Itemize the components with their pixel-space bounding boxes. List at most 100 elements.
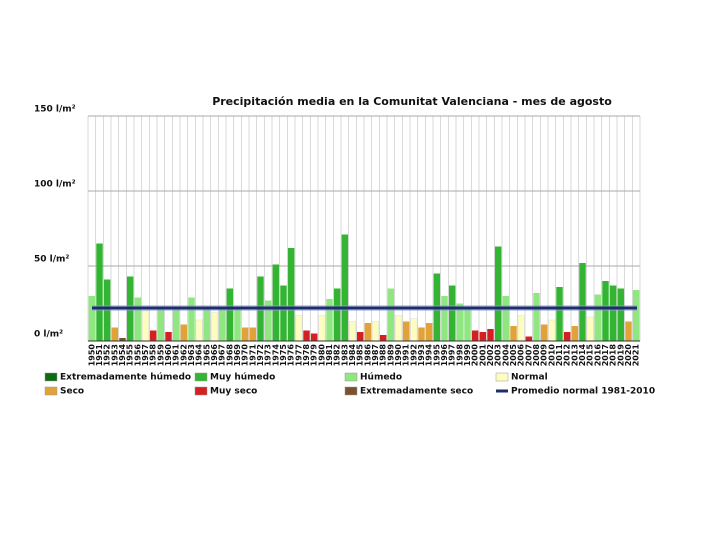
- bar: [425, 323, 433, 341]
- x-tick-label: 1975: [279, 344, 288, 367]
- bar: [540, 324, 548, 341]
- legend-swatch: [495, 372, 509, 382]
- x-tick-label: 1980: [317, 344, 326, 367]
- legend-label: Seco: [60, 387, 84, 397]
- bar: [356, 332, 364, 341]
- x-tick-label: 1964: [195, 344, 204, 367]
- x-tick-label: 1993: [417, 344, 426, 366]
- bar: [272, 264, 280, 341]
- bar: [157, 308, 165, 341]
- bar: [241, 327, 249, 341]
- legend-label: Promedio normal 1981-2010: [511, 387, 655, 397]
- x-tick-label: 1999: [463, 344, 472, 367]
- x-tick-label: 1953: [110, 344, 119, 366]
- bar: [341, 234, 349, 341]
- x-tick-label: 2014: [578, 344, 587, 367]
- bar: [310, 333, 318, 341]
- bar: [418, 327, 425, 341]
- legend-swatch: [194, 386, 208, 396]
- legend-label: Normal: [511, 373, 548, 383]
- bar: [632, 290, 640, 341]
- x-tick-label: 1992: [409, 344, 418, 366]
- x-tick-label: 1957: [141, 344, 150, 366]
- y-tick-label: 100 l/m²: [34, 180, 76, 190]
- bar: [379, 335, 387, 341]
- x-tick-label: 2013: [570, 344, 579, 366]
- bar: [556, 287, 563, 341]
- x-tick-label: 2000: [471, 344, 480, 367]
- x-tick-label: 1974: [271, 344, 280, 367]
- bar: [364, 323, 372, 341]
- x-tick-label: 1985: [356, 344, 365, 367]
- bar: [96, 243, 103, 341]
- bar: [287, 248, 295, 341]
- legend-swatch: [44, 386, 58, 396]
- x-tick-label: 1994: [425, 344, 434, 367]
- y-tick-label: 50 l/m²: [34, 255, 69, 265]
- x-tick-label: 2004: [501, 344, 510, 367]
- bar: [609, 285, 617, 341]
- bar: [134, 297, 142, 341]
- legend-swatch: [44, 372, 58, 382]
- x-tick-label: 1979: [310, 344, 319, 367]
- bar: [195, 319, 203, 342]
- bar: [249, 327, 257, 341]
- bar: [510, 326, 517, 341]
- x-tick-label: 2007: [524, 344, 533, 366]
- x-tick-label: 1984: [348, 344, 357, 367]
- bar: [333, 288, 341, 341]
- bar: [218, 308, 226, 341]
- bar: [479, 332, 487, 341]
- legend-label: Extremadamente seco: [360, 387, 473, 397]
- x-tick-label: 2020: [624, 344, 633, 367]
- legend-swatch: [194, 372, 208, 382]
- x-tick-label: 1965: [202, 344, 211, 367]
- bar: [533, 293, 540, 341]
- x-tick-label: 1959: [156, 344, 165, 367]
- x-tick-label: 1960: [164, 344, 173, 367]
- bar: [471, 330, 479, 341]
- x-tick-label: 2005: [509, 344, 518, 367]
- bar: [234, 308, 241, 341]
- x-tick-label: 1958: [149, 344, 158, 367]
- legend-label: Húmedo: [360, 373, 402, 383]
- bar: [502, 296, 510, 341]
- x-tick-label: 1987: [371, 344, 380, 366]
- bar: [318, 315, 326, 342]
- x-tick-label: 1997: [448, 344, 457, 366]
- bar: [172, 308, 180, 341]
- bar: [119, 338, 126, 341]
- bar: [226, 288, 234, 341]
- bar: [88, 296, 96, 341]
- bar: [165, 332, 172, 341]
- x-tick-label: 2016: [593, 344, 602, 367]
- bar: [464, 308, 471, 341]
- chart-frame: [30, 88, 645, 400]
- x-tick-label: 1991: [402, 344, 411, 367]
- x-tick-label: 2012: [563, 344, 572, 366]
- x-tick-label: 1996: [440, 344, 449, 367]
- bar: [441, 296, 448, 341]
- x-tick-label: 2018: [609, 344, 618, 367]
- bar: [494, 246, 502, 341]
- legend-label: Extremadamente húmedo: [60, 373, 191, 383]
- x-tick-label: 1961: [172, 344, 181, 367]
- legend-label: Muy húmedo: [210, 373, 275, 383]
- x-tick-label: 1963: [187, 344, 196, 366]
- bar: [326, 299, 333, 341]
- bar: [548, 319, 556, 342]
- bar: [448, 285, 456, 341]
- x-tick-label: 2019: [616, 344, 625, 367]
- x-tick-label: 1981: [325, 344, 334, 367]
- y-tick-label: 150 l/m²: [34, 105, 76, 115]
- bar: [525, 336, 533, 341]
- x-tick-label: 1955: [126, 344, 135, 367]
- x-tick-label: 2008: [532, 344, 541, 367]
- x-tick-label: 1966: [210, 344, 219, 367]
- x-tick-label: 2001: [478, 344, 487, 367]
- bar: [625, 321, 632, 341]
- legend-swatch: [344, 372, 358, 382]
- bar: [295, 315, 303, 342]
- bar: [149, 330, 157, 341]
- x-tick-label: 1983: [340, 344, 349, 366]
